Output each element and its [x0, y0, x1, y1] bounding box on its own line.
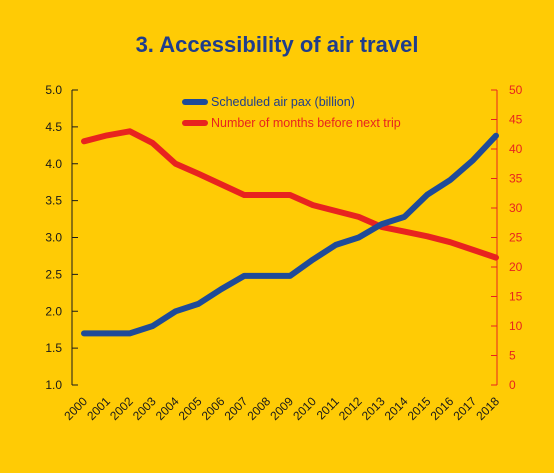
series-0-point [128, 331, 132, 335]
series-1-point [494, 256, 498, 260]
series-1-point [334, 209, 338, 213]
right-tick-label: 20 [509, 260, 523, 274]
x-tick-label: 2002 [107, 394, 136, 423]
left-tick-label: 5.0 [45, 83, 62, 97]
left-tick-label: 2.0 [45, 304, 62, 318]
series-0-point [219, 287, 223, 291]
x-tick-label: 2014 [382, 394, 411, 423]
x-tick-label: 2011 [314, 394, 342, 422]
right-tick-label: 45 [509, 113, 523, 127]
x-tick-label: 2006 [199, 394, 228, 423]
series-1-point [448, 240, 452, 244]
series-0-point [425, 193, 429, 197]
series-1-point [471, 248, 475, 252]
right-tick-label: 15 [509, 290, 523, 304]
left-tick-label: 4.0 [45, 157, 62, 171]
series-0-point [242, 274, 246, 278]
x-tick-label: 2005 [176, 394, 205, 423]
series-0-point [402, 215, 406, 219]
series-0-point [196, 302, 200, 306]
x-tick-label: 2015 [405, 394, 434, 423]
series-0-point [448, 178, 452, 182]
left-tick-label: 3.0 [45, 231, 62, 245]
legend-label-1: Number of months before next trip [211, 116, 401, 130]
left-tick-label: 1.5 [45, 341, 62, 355]
series-0-point [265, 274, 269, 278]
x-tick-label: 2010 [290, 394, 319, 423]
x-tick-label: 2016 [428, 394, 457, 423]
x-tick-label: 2018 [473, 394, 502, 423]
series-1-point [174, 162, 178, 166]
series-0-point [380, 222, 384, 226]
series-0-point [471, 158, 475, 162]
series-1-point [105, 133, 109, 137]
x-tick-label: 2013 [359, 394, 388, 423]
axes: 1.0 1.5 2.0 2.5 3.0 3.5 4.0 4.5 5.0 0 5 10 15 20 25 30 3… [45, 83, 522, 392]
legend: Scheduled air pax (billion) Number of mon… [182, 95, 401, 130]
x-tick-label: 2007 [222, 394, 251, 423]
series-1-point [311, 203, 315, 207]
x-tick-label: 2008 [244, 394, 273, 423]
right-tick-label: 10 [509, 319, 523, 333]
legend-label-0: Scheduled air pax (billion) [211, 95, 355, 109]
series-1-point [196, 172, 200, 176]
series-0-point [105, 331, 109, 335]
left-tick-label: 2.5 [45, 267, 62, 281]
x-tick-label: 2000 [61, 394, 90, 423]
x-tick-label: 2017 [450, 394, 479, 423]
series-0-point [311, 258, 315, 262]
x-tick-label: 2001 [84, 394, 113, 423]
series-0-point [82, 331, 86, 335]
series-0-point [334, 243, 338, 247]
right-tick-label: 30 [509, 201, 523, 215]
series-1-point [288, 193, 292, 197]
series-0-point [151, 324, 155, 328]
series-0-point [174, 309, 178, 313]
right-tick-label: 50 [509, 83, 523, 97]
series-1-point [357, 215, 361, 219]
series-1-point [151, 141, 155, 145]
series-line-0 [81, 132, 499, 337]
right-tick-label: 25 [509, 231, 523, 245]
series-1-point [242, 193, 246, 197]
series-1-point [265, 193, 269, 197]
series-lines [81, 128, 499, 337]
right-tick-label: 0 [509, 378, 516, 392]
series-1-point [425, 234, 429, 238]
right-tick-label: 40 [509, 142, 523, 156]
left-tick-label: 4.5 [45, 120, 62, 134]
series-1-point [128, 129, 132, 133]
series-1-point [82, 139, 86, 143]
x-tick-label: 2012 [336, 394, 365, 423]
left-tick-label: 1.0 [45, 378, 62, 392]
right-tick-label: 35 [509, 172, 523, 186]
series-0-point [494, 134, 498, 138]
x-tick-label: 2003 [130, 394, 159, 423]
x-tick-label: 2009 [267, 394, 296, 423]
left-tick-label: 3.5 [45, 194, 62, 208]
right-tick-label: 5 [509, 349, 516, 363]
x-tick-label: 2004 [153, 394, 182, 423]
series-1-point [219, 182, 223, 186]
series-0-point [357, 236, 361, 239]
chart-title: 3. Accessibility of air travel [136, 32, 419, 57]
series-0-point [288, 274, 292, 278]
x-tick-labels: 2000200120022003200420052006200720082009… [61, 394, 502, 423]
series-1-point [402, 230, 406, 234]
